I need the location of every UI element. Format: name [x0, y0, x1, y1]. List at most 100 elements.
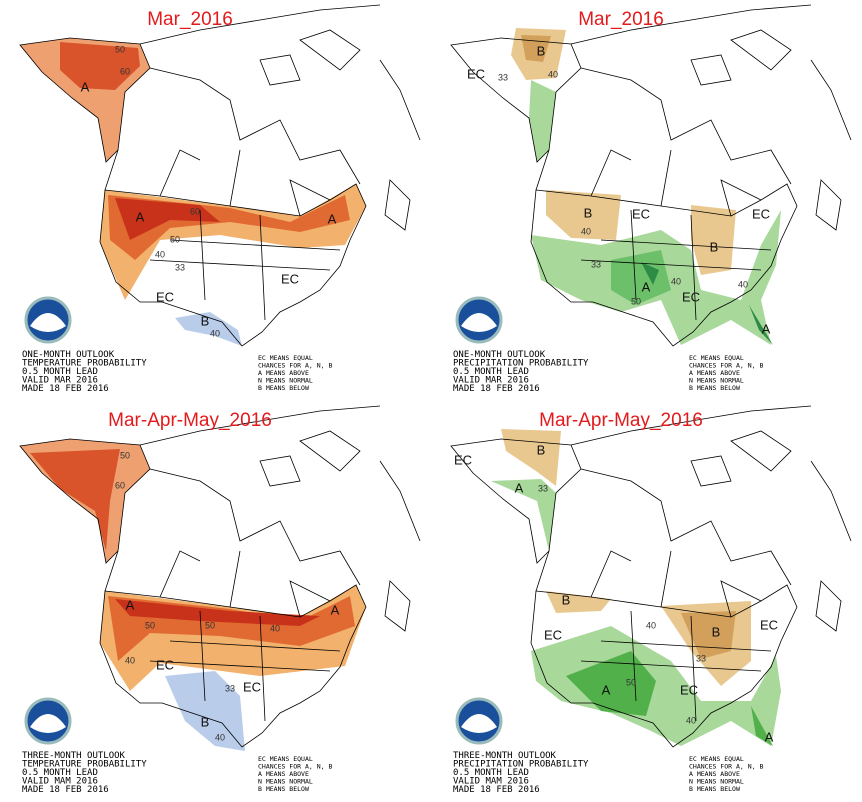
caption-line: MADE 18 FEB 2016	[22, 384, 109, 394]
legend-line: A MEANS ABOVE	[689, 770, 740, 778]
map-label: EC	[752, 206, 770, 221]
map-label: EC	[680, 682, 698, 697]
map-label: EC	[156, 657, 174, 672]
shade	[175, 312, 242, 346]
panel: Mar-Apr-May_2016 EC B A 33 B EC B 33 40 EC A 50 40 EC A…	[449, 404, 853, 795]
shade	[566, 651, 656, 716]
panel-title: Mar-Apr-May_2016	[539, 410, 703, 431]
caption-line: TEMPERATURE PROBABILITY	[22, 760, 147, 770]
map-label: 33	[498, 72, 508, 82]
map-label: 33	[696, 653, 706, 663]
map-label: 60	[190, 206, 200, 216]
shade	[30, 449, 120, 551]
legend-line: N MEANS NORMAL	[258, 377, 313, 385]
caption-line: 0.5 MONTH LEAD	[453, 367, 529, 377]
legend-line: B MEANS BELOW	[689, 384, 740, 392]
caption-line: MADE 18 FEB 2016	[453, 785, 540, 795]
map-label: 33	[175, 262, 185, 272]
legend-line: EC MEANS EQUAL	[258, 354, 313, 362]
caption-line: VALID MAM 2016	[22, 777, 98, 787]
map-label: 50	[626, 677, 636, 687]
map-label: 40	[215, 732, 225, 742]
map-label: EC	[544, 627, 562, 642]
shade	[115, 198, 220, 240]
map-label: EC	[454, 452, 472, 467]
map-label: EC	[760, 617, 778, 632]
map-label: 33	[225, 683, 235, 693]
caption-line: 0.5 MONTH LEAD	[453, 768, 529, 778]
map-label: B	[584, 205, 593, 220]
map-label: 40	[125, 655, 135, 665]
map-label: B	[201, 714, 210, 729]
map-label: A	[642, 279, 651, 294]
map-label: A	[136, 209, 145, 224]
map-label: A	[81, 79, 90, 94]
shade	[115, 599, 350, 626]
caption-line: THREE-MONTH OUTLOOK	[453, 751, 557, 761]
caption-line: 0.5 MONTH LEAD	[22, 768, 98, 778]
legend-line: A MEANS ABOVE	[689, 369, 740, 377]
legend-line: B MEANS BELOW	[689, 785, 740, 793]
shade	[691, 205, 736, 275]
caption-line: TEMPERATURE PROBABILITY	[22, 359, 147, 369]
caption-line: MADE 18 FEB 2016	[453, 384, 540, 394]
map-label: B	[710, 239, 719, 254]
panel-title: Mar_2016	[578, 9, 664, 30]
map-label: 40	[581, 226, 591, 236]
map-label: 33	[591, 259, 601, 269]
caption-line: PRECIPITATION PROBABILITY	[453, 760, 589, 770]
caption-line: VALID MAM 2016	[453, 777, 529, 787]
caption-line: 0.5 MONTH LEAD	[22, 367, 98, 377]
map-label: 40	[738, 279, 748, 289]
map-label: 33	[538, 483, 548, 493]
map-label: 60	[115, 480, 125, 490]
legend-line: CHANCES FOR A, N, B	[689, 362, 763, 370]
legend-line: EC MEANS EQUAL	[258, 755, 313, 763]
caption-line: VALID MAR 2016	[453, 376, 529, 386]
legend-line: CHANCES FOR A, N, B	[258, 362, 332, 370]
map-label: 40	[548, 69, 558, 79]
panel-title: Mar_2016	[147, 9, 233, 30]
caption-line: THREE-MONTH OUTLOOK	[22, 751, 126, 761]
map-label: 60	[120, 66, 130, 76]
map-label: A	[126, 597, 135, 612]
legend-line: EC MEANS EQUAL	[689, 354, 744, 362]
map-label: B	[562, 592, 571, 607]
map-label: EC	[243, 679, 261, 694]
map-label: 40	[686, 715, 696, 725]
map-label: 50	[205, 620, 215, 630]
shade	[491, 479, 556, 551]
caption-line: PRECIPITATION PROBABILITY	[453, 359, 589, 369]
map-label: A	[515, 480, 524, 495]
legend-line: A MEANS ABOVE	[258, 369, 309, 377]
map-label: 40	[270, 623, 280, 633]
map-label: B	[712, 624, 721, 639]
caption-line: ONE-MONTH OUTLOOK	[453, 350, 546, 360]
legend-line: CHANCES FOR A, N, B	[258, 763, 332, 771]
shade	[611, 250, 671, 305]
shade	[641, 262, 773, 345]
map-label: 40	[210, 328, 220, 338]
panel: Mar-Apr-May_2016 50 60 A A 50 40 50 40 EC EC 33 B 40 T…	[18, 404, 422, 795]
shade	[546, 591, 611, 613]
shade	[531, 626, 781, 746]
shade	[681, 611, 736, 659]
map-label: EC	[682, 289, 700, 304]
map-label: 40	[671, 276, 681, 286]
map-label: A	[602, 682, 611, 697]
shade	[751, 706, 773, 746]
legend-line: B MEANS BELOW	[258, 785, 309, 793]
legend-line: CHANCES FOR A, N, B	[689, 763, 763, 771]
map-label: A	[328, 211, 337, 226]
panel-title: Mar-Apr-May_2016	[108, 410, 272, 431]
map-label: 50	[631, 296, 641, 306]
map-label: B	[201, 313, 210, 328]
map-label: B	[537, 43, 546, 58]
shade	[60, 42, 140, 90]
shade	[501, 429, 561, 486]
map-label: 40	[155, 249, 165, 259]
map-label: A	[762, 321, 771, 336]
caption-line: VALID MAR 2016	[22, 376, 98, 386]
